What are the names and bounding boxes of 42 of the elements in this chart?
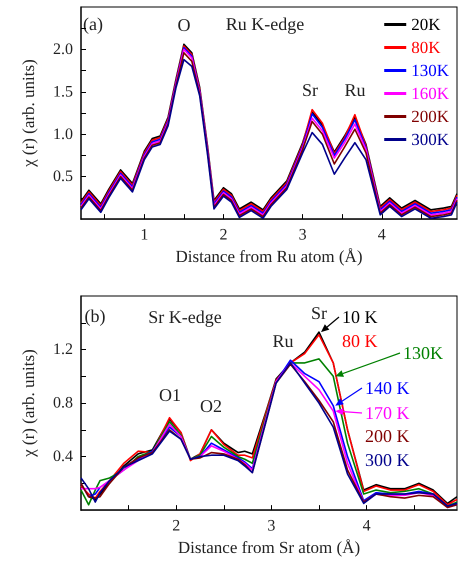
annotation: Sr <box>302 80 318 100</box>
series-label: 200 K <box>365 426 410 446</box>
legend-label: 300K <box>411 130 450 149</box>
y-tick-label: 1.2 <box>53 341 73 358</box>
series-label: 80 K <box>342 331 378 351</box>
x-tick-label: 4 <box>362 518 371 535</box>
x-tick-label: 3 <box>298 226 307 244</box>
x-tick-label: 4 <box>378 226 386 244</box>
y-tick-label: 1.5 <box>53 83 73 100</box>
annotation: O1 <box>159 385 181 405</box>
annotation: Ru <box>344 80 366 100</box>
legend-label: 170 K <box>365 403 410 423</box>
x-tick-label: 1 <box>140 226 148 244</box>
y-tick-label: 2.0 <box>53 40 73 58</box>
annotation: (b) <box>84 306 106 326</box>
y-tick-label: 0.5 <box>53 168 73 186</box>
y-axis-title: χ (r) (arb. units) <box>19 59 38 168</box>
x-tick-label: 2 <box>219 226 228 244</box>
legend-label: 200K <box>411 107 450 126</box>
legend-label: 130K <box>411 61 450 80</box>
legend-label: 140 K <box>365 378 410 398</box>
y-tick-label: 0.8 <box>53 394 73 412</box>
annotation: (a) <box>83 14 103 34</box>
annotation: O2 <box>200 396 222 416</box>
x-tick-label: 2 <box>172 518 180 535</box>
x-axis-title: Distance from Ru atom (Å) <box>176 247 362 266</box>
series-label: 300 K <box>365 450 410 470</box>
x-tick-label: 3 <box>267 518 276 535</box>
legend-label: 80K <box>411 38 442 57</box>
annotation: Sr K-edge <box>148 307 222 327</box>
annotation: Ru <box>272 331 294 351</box>
x-axis-title: Distance from Sr atom (Å) <box>178 538 360 557</box>
annotation: Ru K-edge <box>226 14 304 34</box>
y-axis-title: χ (r) (arb. units) <box>19 349 38 458</box>
annotation: Sr <box>310 303 328 323</box>
annotation: O <box>178 15 190 35</box>
y-tick-label: 0.4 <box>53 448 73 466</box>
legend-label: 130K <box>403 343 443 363</box>
y-tick-label: 1.0 <box>53 126 73 143</box>
legend-label: 160K <box>411 84 450 103</box>
legend-label: 10 K <box>342 307 378 327</box>
legend-label: 20K <box>411 15 442 34</box>
